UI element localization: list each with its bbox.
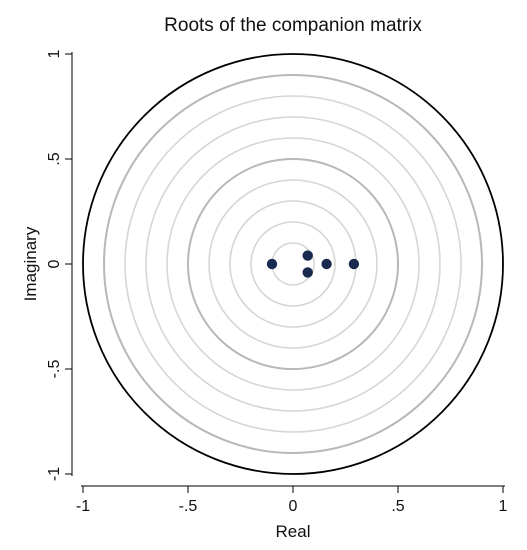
reference-circle: [103, 74, 483, 454]
unit-circle: [82, 53, 504, 475]
reference-circle: [166, 137, 420, 391]
x-tick-label: 0: [289, 498, 298, 515]
y-axis-label: Imaginary: [21, 226, 40, 301]
reference-circle: [271, 242, 315, 286]
reference-circle: [145, 116, 441, 412]
chart-title: Roots of the companion matrix: [164, 15, 422, 36]
root-point: [302, 267, 313, 278]
reference-circle: [124, 95, 462, 433]
y-tick-label: 1: [46, 49, 63, 58]
root-point: [302, 250, 313, 261]
root-point: [321, 258, 332, 270]
reference-circle: [250, 221, 336, 307]
reference-circle: [187, 158, 399, 370]
y-tick-label: 0: [46, 259, 63, 268]
root-points: [266, 250, 360, 278]
reference-circle: [229, 200, 357, 328]
y-tick-label: .5: [46, 152, 63, 165]
x-tick-label: -.5: [179, 498, 198, 515]
x-axis-label: Real: [276, 522, 311, 541]
x-tick-label: -1: [76, 498, 90, 515]
root-point: [266, 258, 278, 270]
y-tick-label: -1: [46, 467, 63, 481]
reference-circle: [208, 179, 378, 349]
x-tick-label: 1: [499, 498, 508, 515]
y-tick-label: -.5: [46, 360, 63, 379]
x-axis-ticks: -1 -.5 0 .5 1: [76, 486, 508, 515]
x-tick-label: .5: [391, 498, 404, 515]
reference-circles: [82, 53, 504, 475]
y-axis-ticks: -1 -.5 0 .5 1: [46, 49, 72, 481]
root-point: [348, 258, 360, 270]
